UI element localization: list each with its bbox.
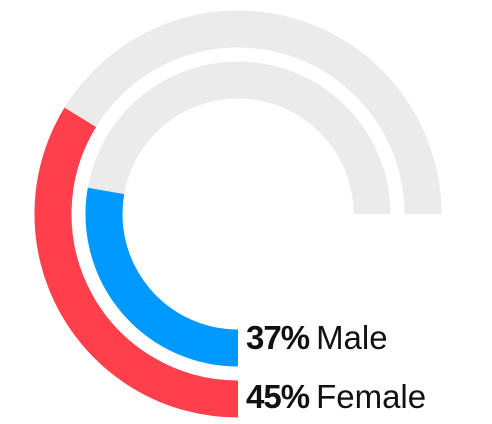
bar-group (34, 107, 239, 418)
male-name-label: Male (316, 319, 388, 356)
female-percent-label: 45% (246, 378, 310, 415)
female-bar (34, 107, 239, 418)
male-percent-label: 37% (246, 319, 310, 356)
female-name-label: Female (316, 378, 427, 415)
male-bar (85, 187, 239, 367)
label-female: 45% Female (246, 380, 426, 413)
label-male: 37% Male (246, 321, 388, 354)
